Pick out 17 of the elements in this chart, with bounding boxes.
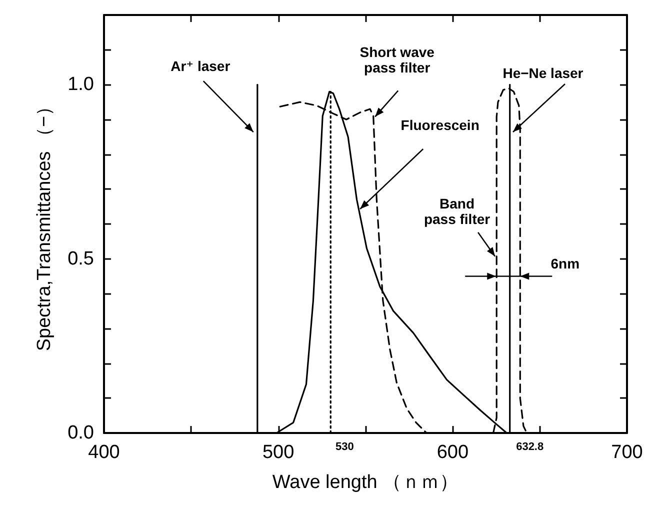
y-tick-label: 1.0 <box>68 74 94 96</box>
y-tick-label: 0.5 <box>68 248 94 270</box>
x-axis-title: Wave length （ｎｍ） <box>272 472 459 493</box>
x-tick-label: 400 <box>88 442 120 463</box>
annotation: Ar⁺ laser <box>170 58 231 74</box>
y-tick-label: 0.0 <box>68 422 94 444</box>
annotation: 530 <box>335 440 354 453</box>
x-tick-label: 500 <box>262 442 294 463</box>
annotation: 632.8 <box>516 440 544 453</box>
annotation: Short wave pass filter <box>360 44 435 76</box>
annotation: Band pass filter <box>424 195 491 227</box>
annotation: He−Ne laser <box>502 64 584 81</box>
annotation: 6nm <box>550 254 580 271</box>
annotation: Fluorescein <box>400 116 480 133</box>
x-tick-label: 700 <box>611 442 643 463</box>
y-axis-title: Spectra,Transmittances （−） <box>34 96 55 352</box>
x-tick-label: 600 <box>436 442 469 463</box>
